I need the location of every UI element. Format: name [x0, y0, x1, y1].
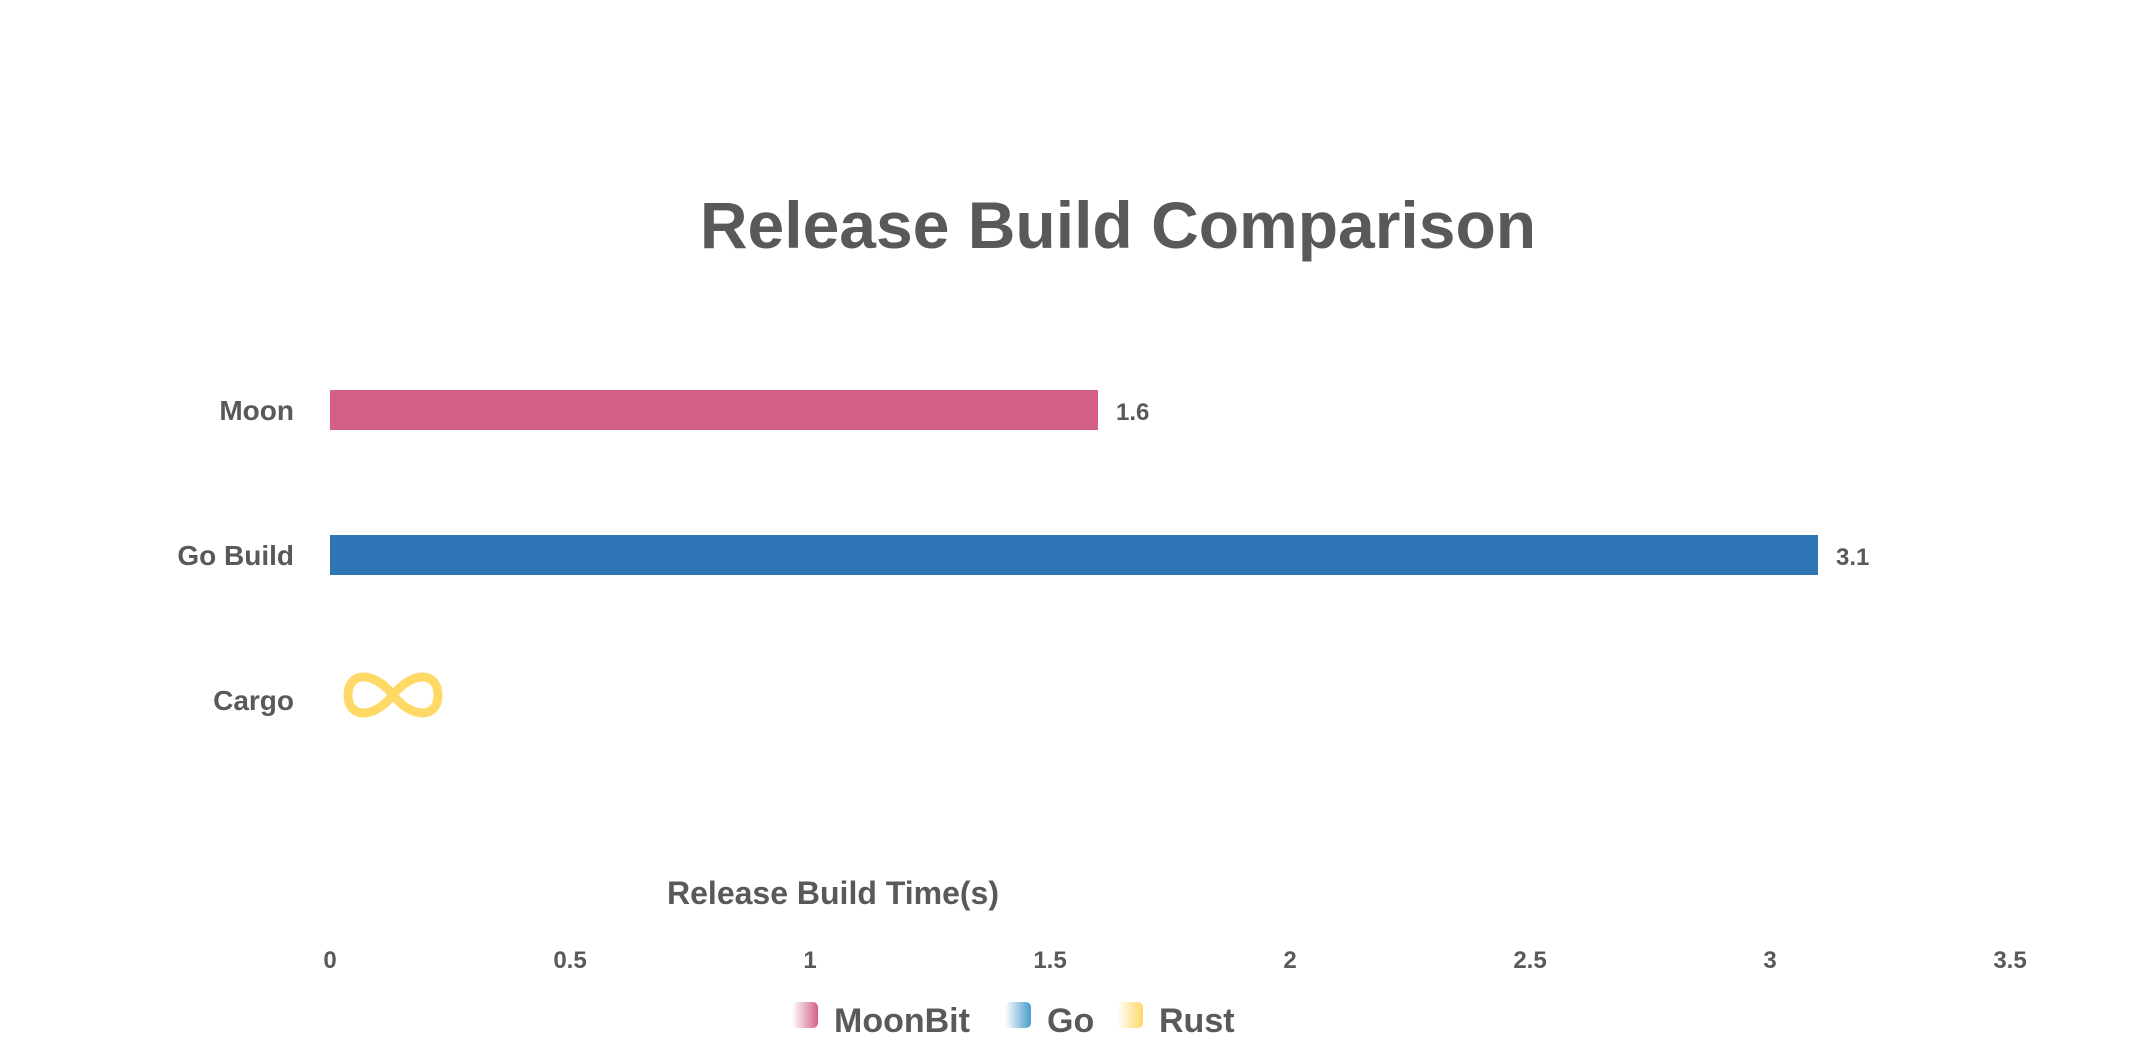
legend-label: Go	[1047, 1002, 1094, 1040]
data-label: 3.1	[1836, 544, 1869, 571]
legend-item-rust: Rust	[1117, 1002, 1235, 1040]
infinity-icon	[343, 672, 443, 718]
x-tick-label: 3.5	[1993, 947, 2026, 974]
x-tick-label: 1	[803, 947, 816, 974]
category-label: Moon	[219, 395, 294, 426]
legend-label: MoonBit	[834, 1002, 970, 1040]
x-tick-label: 1.5	[1033, 947, 1066, 974]
bar-go	[330, 535, 1818, 575]
x-tick-label: 2.5	[1513, 947, 1546, 974]
x-tick-label: 0	[323, 947, 336, 974]
legend-label: Rust	[1159, 1002, 1235, 1040]
bar-moonbit	[330, 390, 1098, 430]
x-tick-label: 2	[1283, 947, 1296, 974]
data-label: 1.6	[1116, 399, 1149, 426]
legend-item-go: Go	[1005, 1002, 1094, 1040]
x-axis-title: Release Build Time(s)	[667, 875, 999, 911]
legend-swatch	[1005, 1002, 1031, 1028]
legend-item-moonbit: MoonBit	[792, 1002, 970, 1040]
x-tick-label: 0.5	[553, 947, 586, 974]
legend-swatch	[792, 1002, 818, 1028]
category-label: Cargo	[213, 685, 294, 716]
category-label: Go Build	[177, 540, 294, 571]
legend-swatch	[1117, 1002, 1143, 1028]
x-tick-label: 3	[1763, 947, 1776, 974]
chart-title: Release Build Comparison	[700, 188, 1536, 262]
